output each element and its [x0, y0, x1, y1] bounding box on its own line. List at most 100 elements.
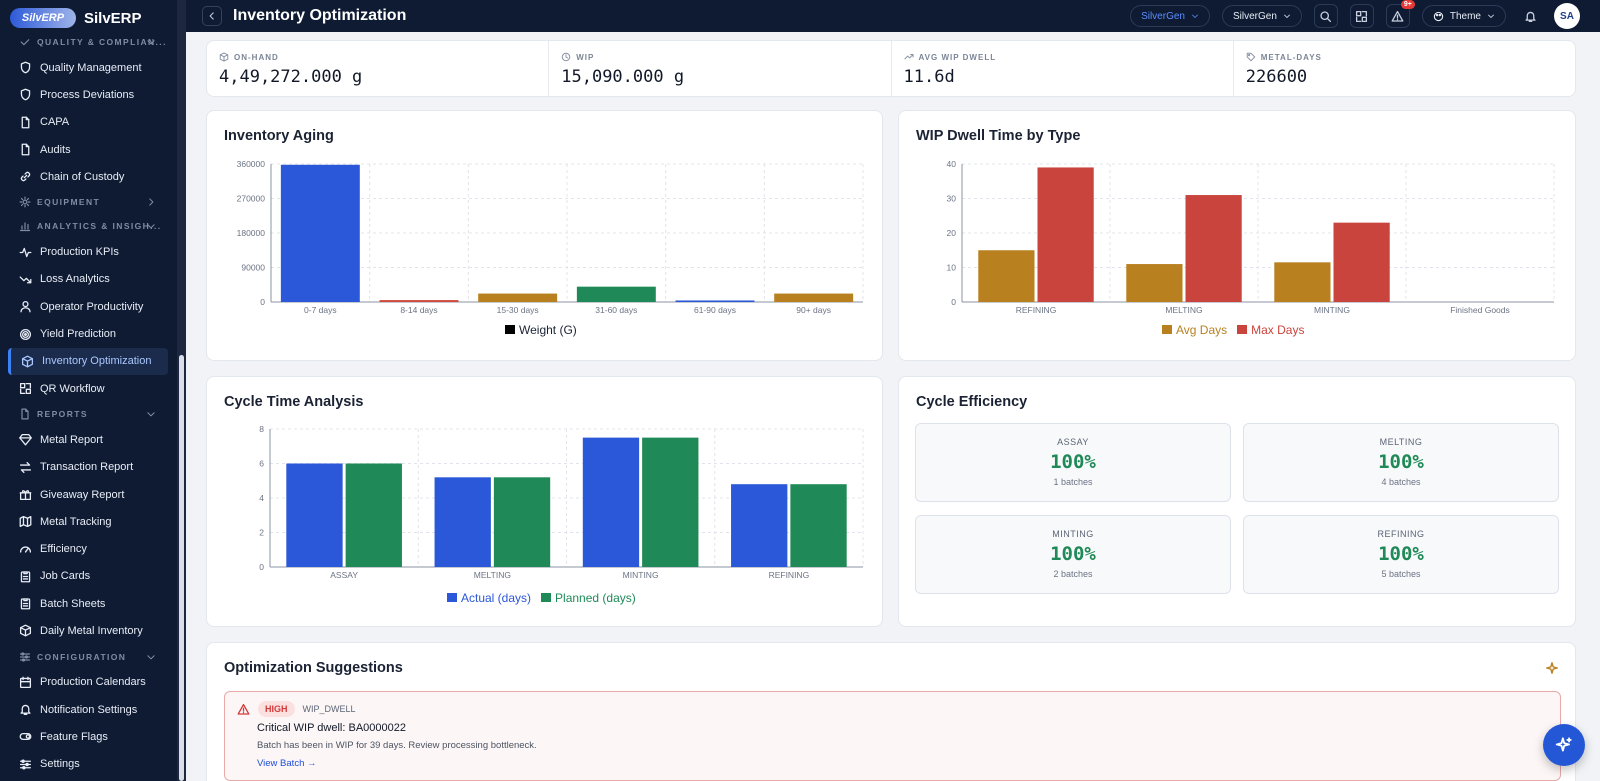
sidebar-item-label: Job Cards [40, 570, 91, 583]
sidebar-item-capa[interactable]: CAPA [0, 109, 176, 136]
sidebar-section-label: CONFIGURATION [37, 651, 127, 662]
bar-refining-planned-days[interactable] [790, 484, 847, 567]
kpi-value: 4,49,272.000 g [219, 67, 363, 87]
bar-8-14-days-weight-g[interactable] [379, 300, 459, 302]
x-tick-label: 15-30 days [497, 305, 539, 315]
y-tick-label: 0 [260, 297, 265, 307]
avatar[interactable]: SA [1554, 3, 1580, 29]
back-button[interactable] [202, 6, 222, 26]
sidebar-item-process-deviations[interactable]: Process Deviations [0, 81, 176, 108]
sidebar-item-settings[interactable]: Settings [0, 751, 176, 778]
bar-assay-actual-days[interactable] [286, 463, 343, 568]
bar-assay-planned-days[interactable] [345, 463, 402, 568]
kpi-label: ON-HAND [234, 52, 279, 62]
severity-badge: HIGH [258, 701, 295, 717]
legend-label: Max Days [1251, 323, 1305, 337]
optimization-suggestions-card: Optimization Suggestions HIGH WIP_DWELL … [206, 642, 1576, 781]
bar-melting-planned-days[interactable] [493, 477, 551, 567]
sidebar-section-quality-complian[interactable]: QUALITY & COMPLIAN... [0, 30, 176, 54]
bar-refining-max-days[interactable] [1037, 167, 1094, 302]
sidebar-item-batch-sheets[interactable]: Batch Sheets [0, 590, 176, 617]
suggestion-description: Batch has been in WIP for 39 days. Revie… [257, 740, 537, 751]
bar-refining-avg-days[interactable] [978, 250, 1035, 302]
bar-melting-actual-days[interactable] [434, 477, 491, 567]
sidebar-item-label: Inventory Optimization [42, 355, 152, 368]
sidebar-scroll-thumb[interactable] [179, 355, 184, 781]
sidebar-item-efficiency[interactable]: Efficiency [0, 535, 176, 562]
sidebar-item-daily-metal-inventory[interactable]: Daily Metal Inventory [0, 617, 176, 644]
legend-label: Actual (days) [461, 591, 532, 605]
bar-minting-avg-days[interactable] [1274, 262, 1331, 302]
bar-0-7-days-weight-g[interactable] [280, 164, 360, 302]
bar-90-days-weight-g[interactable] [774, 293, 854, 302]
brand[interactable]: SilvERP SilvERP [0, 0, 186, 36]
bar-minting-planned-days[interactable] [642, 437, 699, 567]
wip-dwell-legend[interactable]: Avg Days Max Days [1162, 323, 1304, 337]
cycle-efficiency-title: Cycle Efficiency [916, 394, 1028, 410]
bar-melting-avg-days[interactable] [1126, 264, 1183, 302]
sidebar-item-quality-management[interactable]: Quality Management [0, 54, 176, 81]
bar-minting-max-days[interactable] [1333, 222, 1390, 302]
bar-refining-actual-days[interactable] [731, 484, 788, 567]
sidebar-item-metal-report[interactable]: Metal Report [0, 426, 176, 453]
y-tick-label: 6 [259, 459, 264, 469]
notifications-button[interactable] [1518, 4, 1542, 28]
document-icon [19, 116, 32, 129]
bar-melting-max-days[interactable] [1185, 195, 1242, 302]
legend-label: Planned (days) [555, 591, 636, 605]
org-pill[interactable]: SilverGen [1130, 5, 1210, 27]
search-button[interactable] [1313, 4, 1338, 28]
brand-logo: SilvERP [10, 8, 76, 28]
sidebar-item-label: Metal Tracking [40, 515, 112, 528]
efficiency-tile: MINTING 100% 2 batches [915, 515, 1231, 594]
bell-icon [19, 703, 32, 716]
efficiency-label: MELTING [1379, 437, 1423, 447]
sidebar-section-equipment[interactable]: EQUIPMENT [0, 190, 176, 214]
sidebar-item-inventory-optimization[interactable]: Inventory Optimization [8, 347, 168, 375]
ai-assistant-button[interactable] [1543, 724, 1585, 766]
x-tick-label: 61-90 days [694, 305, 736, 315]
bar-15-30-days-weight-g[interactable] [478, 293, 558, 302]
sidebar-item-feature-flags[interactable]: Feature Flags [0, 723, 176, 750]
swap-icon [19, 461, 32, 474]
sparkle-icon[interactable] [1545, 661, 1559, 675]
sidebar-item-notification-settings[interactable]: Notification Settings [0, 696, 176, 723]
sidebar-section-configuration[interactable]: CONFIGURATION [0, 645, 176, 669]
sidebar-item-production-kpis[interactable]: Production KPIs [0, 238, 176, 265]
sparkle-icon [1555, 737, 1572, 752]
view-batch-link[interactable]: View Batch → [257, 758, 317, 769]
sidebar-item-qr-workflow[interactable]: QR Workflow [0, 375, 176, 402]
sidebar-item-transaction-report[interactable]: Transaction Report [0, 454, 176, 481]
suggestion-type: WIP_DWELL [302, 704, 356, 714]
y-tick-label: 180000 [237, 228, 266, 238]
sidebar-item-giveaway-report[interactable]: Giveaway Report [0, 481, 176, 508]
map-icon [19, 515, 32, 528]
theme-select[interactable]: Theme [1421, 5, 1506, 27]
sidebar-nav: QUALITY & COMPLIAN... Quality Management P… [0, 30, 176, 778]
trend-up-icon [903, 52, 914, 62]
kpi-wip: WIP 15,090.000 g [549, 41, 892, 96]
bar-31-60-days-weight-g[interactable] [576, 286, 656, 302]
sidebar-section-analytics-insigh[interactable]: ANALYTICS & INSIGH... [0, 214, 176, 238]
sidebar-item-label: CAPA [40, 116, 70, 129]
sidebar-item-operator-productivity[interactable]: Operator Productivity [0, 293, 176, 320]
scan-button[interactable] [1349, 4, 1374, 28]
bar-61-90-days-weight-g[interactable] [675, 300, 755, 302]
sidebar-item-chain-of-custody[interactable]: Chain of Custody [0, 163, 176, 190]
sidebar-item-metal-tracking[interactable]: Metal Tracking [0, 508, 176, 535]
efficiency-tile: REFINING 100% 5 batches [1243, 515, 1559, 594]
alerts-button[interactable]: 9+ [1385, 0, 1415, 28]
cycle-time-legend[interactable]: Actual (days) Planned (days) [447, 591, 636, 605]
org-select[interactable]: SilverGen [1221, 5, 1302, 27]
sidebar-item-audits[interactable]: Audits [0, 136, 176, 163]
sidebar-item-production-calendars[interactable]: Production Calendars [0, 669, 176, 696]
sidebar-section-reports[interactable]: REPORTS [0, 402, 176, 426]
clipboard-icon [19, 570, 32, 583]
sidebar-item-loss-analytics[interactable]: Loss Analytics [0, 266, 176, 293]
sidebar-item-job-cards[interactable]: Job Cards [0, 563, 176, 590]
chevron-down-icon [146, 652, 156, 662]
bar-minting-actual-days[interactable] [582, 437, 640, 567]
theme-label: Theme [1449, 10, 1481, 22]
inventory-aging-legend[interactable]: Weight (G) [505, 323, 577, 337]
sidebar-item-yield-prediction[interactable]: Yield Prediction [0, 320, 176, 347]
